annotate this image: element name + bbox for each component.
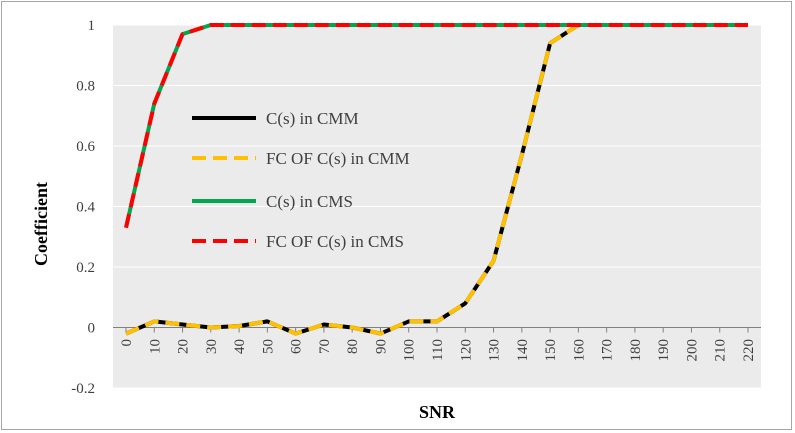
y-tick-label: 1 [88,18,96,34]
x-tick-label: 190 [656,339,672,362]
legend: C(s) in CMM FC OF C(s) in CMM C(s) in CMS F… [192,109,410,251]
y-tick-label: 0.4 [76,200,95,216]
legend-label-4: FC OF C(s) in CMS [266,232,404,251]
legend-label-3: C(s) in CMS [266,192,353,211]
x-tick-label: 180 [628,339,644,362]
y-tick-label: -0.2 [71,381,95,397]
series-line-2 [125,23,748,336]
x-tick-label: 60 [289,339,305,354]
x-tick-label: 220 [741,339,757,362]
y-tick-label: 0 [88,321,96,337]
x-tick-label: 160 [571,339,587,362]
x-tick-label: 30 [204,339,220,354]
series-line-3 [124,23,748,229]
x-tick-label: 10 [147,339,163,354]
x-tick-label: 90 [373,339,389,354]
x-tick-label: 150 [543,339,559,362]
x-tick-label: 70 [317,339,333,354]
x-tick-label: 50 [260,339,276,354]
x-axis-title: SNR [419,402,456,422]
series-layer [124,23,748,336]
x-tick-label: 100 [402,339,418,362]
x-tick-label: 40 [232,339,248,354]
x-tick-label: 140 [515,339,531,362]
x-tick-label: 20 [176,339,192,354]
y-tick-label: 0.2 [76,260,95,276]
y-tick-label: 0.8 [76,79,95,95]
x-tick-label: 130 [487,339,503,362]
y-tick-label: 0.6 [76,139,95,155]
y-axis-ticks: -0.2 0 0.2 0.4 0.6 0.8 1 [71,18,95,397]
x-tick-label: 200 [684,339,700,362]
legend-label-2: FC OF C(s) in CMM [266,149,410,168]
x-tick-label: 170 [600,339,616,362]
x-tick-label: 80 [345,339,361,354]
legend-label-1: C(s) in CMM [266,109,359,128]
y-axis-title: Coefficient [31,182,51,266]
x-tick-label: 120 [458,339,474,362]
x-axis-ticks: 0 10 20 30 40 50 60 70 80 90 100 110 120 130 140 150 160… [119,327,757,362]
x-tick-label: 0 [119,339,135,347]
x-tick-label: 210 [713,339,729,362]
x-tick-label: 110 [430,339,446,361]
